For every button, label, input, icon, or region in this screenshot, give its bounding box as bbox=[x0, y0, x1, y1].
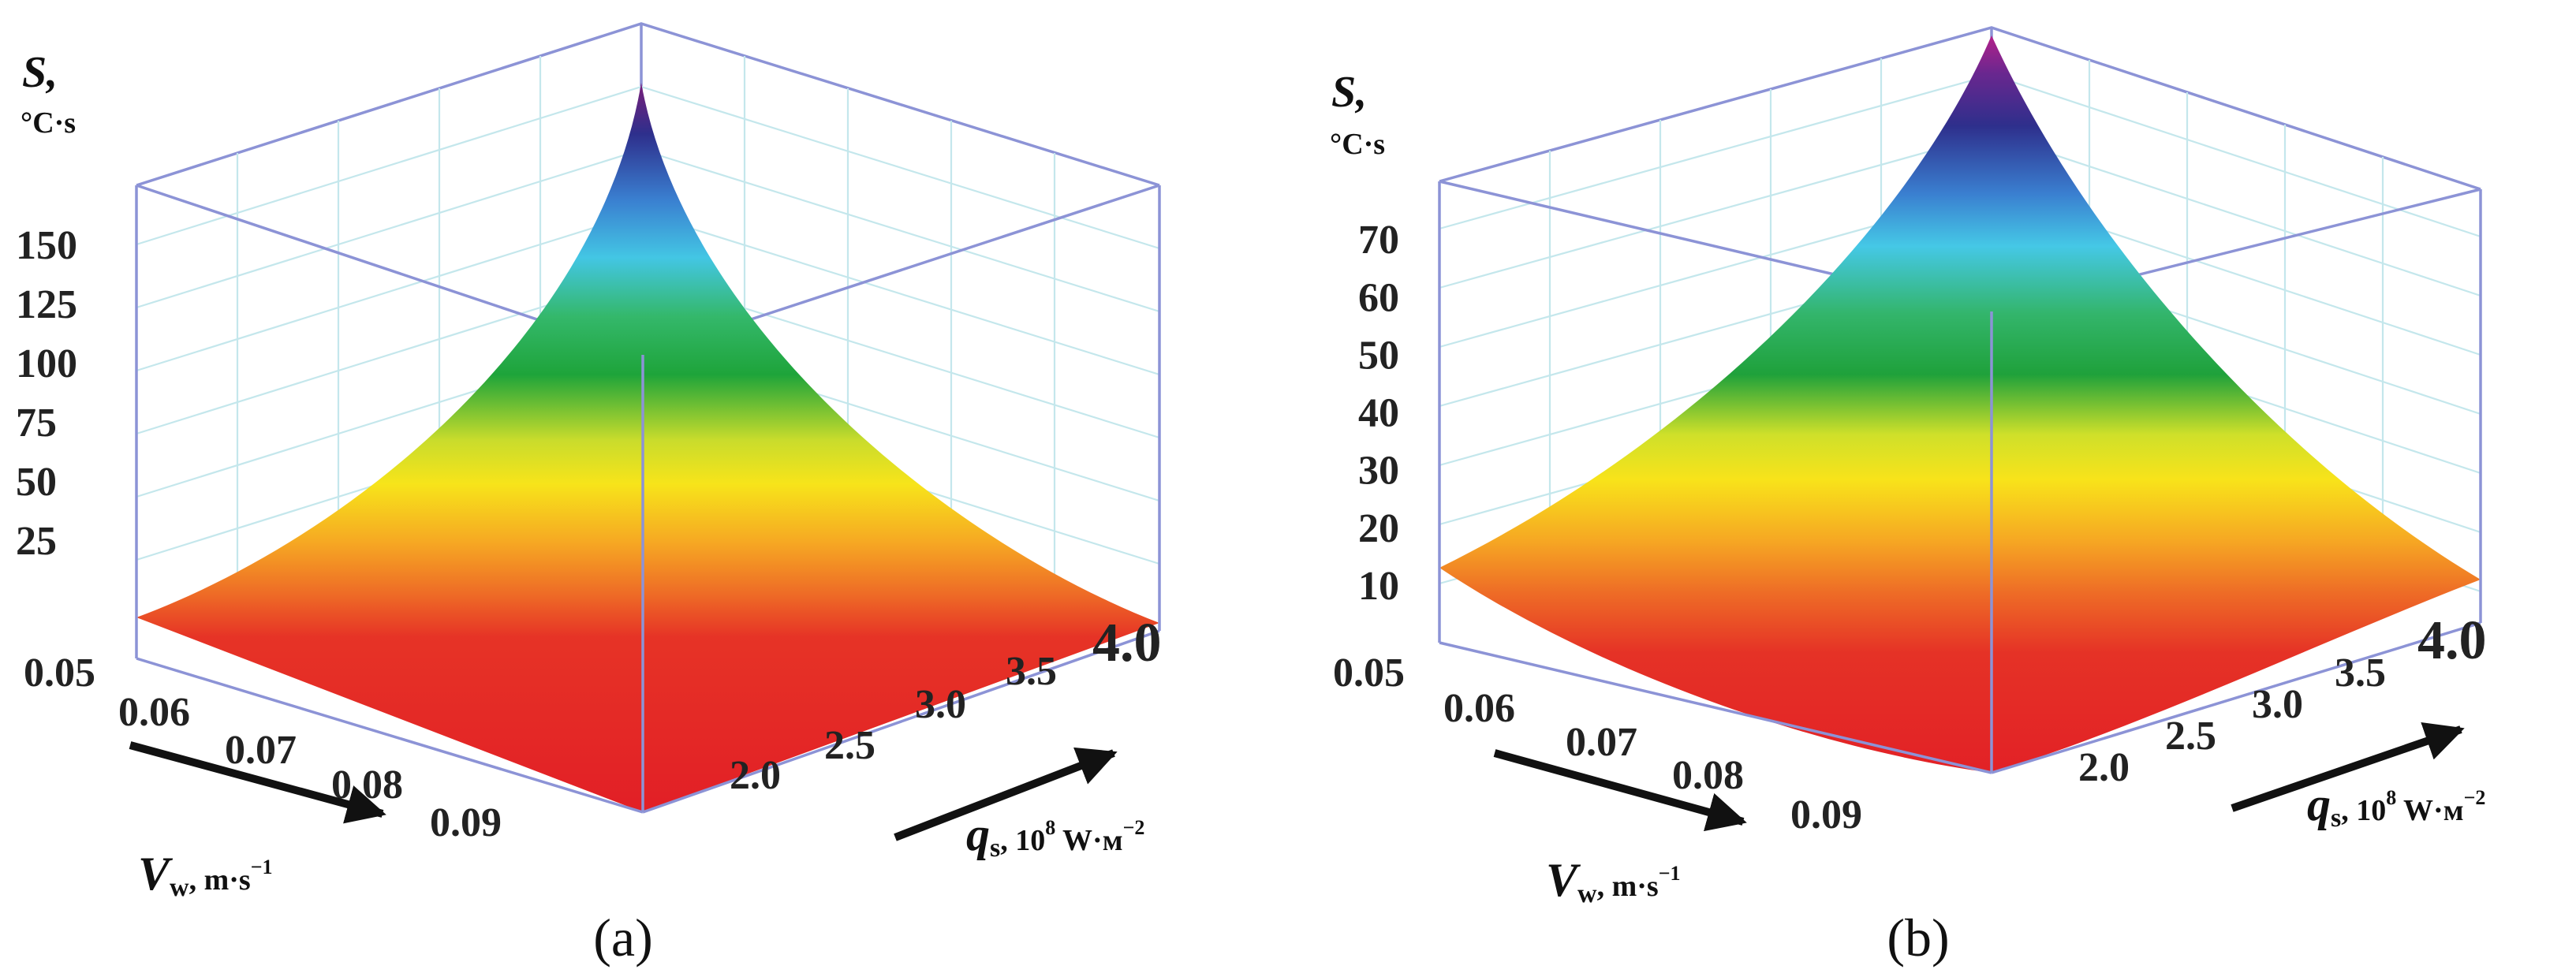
panel-b-caption: (b) bbox=[1887, 908, 1949, 968]
panel-a-qs-tick: 3.0 bbox=[915, 682, 966, 727]
panel-b-z-tick: 10 bbox=[1358, 564, 1399, 609]
panel-a-qs-tick: 3.5 bbox=[1006, 649, 1057, 694]
panel-b-qs-ticks: 2.0 2.5 3.0 3.5 4.0 bbox=[2078, 610, 2487, 790]
panel-a-qs-tick: 2.5 bbox=[824, 723, 875, 768]
panel-b-z-tick: 70 bbox=[1358, 218, 1399, 263]
panel-a-vw-tick: 0.07 bbox=[225, 728, 297, 773]
panel-b-z-ticks: 70 60 50 40 30 20 10 bbox=[1358, 218, 1399, 609]
panel-a-vw-arrow bbox=[129, 741, 386, 824]
panel-a-zunit: °C·s bbox=[21, 106, 76, 140]
panel-a-qs-label: qs, 108 W·м−2 bbox=[966, 808, 1144, 863]
panel-a-surface bbox=[136, 83, 1159, 812]
panel-a-z-tick: 75 bbox=[16, 401, 57, 446]
panel-b-qs-label: qs, 108 W·м−2 bbox=[2307, 778, 2485, 833]
panel-a-front-frame bbox=[135, 185, 1161, 814]
panel-b-vw-tick: 0.09 bbox=[1790, 792, 1862, 837]
panel-b-vw-label: Vw, m·s−1 bbox=[1546, 854, 1681, 908]
panel-b-qs-tick: 2.0 bbox=[2078, 745, 2130, 790]
panel-a-z-tick: 150 bbox=[16, 223, 77, 268]
panel-b-z-tick: 40 bbox=[1358, 391, 1399, 436]
panel-b-qs-tick: 3.5 bbox=[2335, 651, 2386, 695]
panel-a-z-tick: 50 bbox=[16, 460, 57, 505]
panel-b-z-axis: S, °C·s 70 60 50 40 30 20 10 bbox=[1330, 68, 1399, 609]
panel-a-z-axis: S, °C·s 150 125 100 75 50 25 bbox=[16, 48, 77, 564]
panel-b-qs-tick: 3.0 bbox=[2252, 682, 2303, 727]
panel-a-z-tick: 25 bbox=[16, 519, 57, 564]
panel-b-qs-tick: 2.5 bbox=[2165, 714, 2216, 759]
panel-a-vw-tick: 0.09 bbox=[430, 800, 502, 845]
panel-b-qs-arrow bbox=[2231, 722, 2465, 812]
panel-b-z-tick: 50 bbox=[1358, 333, 1399, 378]
panel-a-z-tick: 125 bbox=[16, 282, 77, 327]
panel-b-qs-tick: 4.0 bbox=[2417, 610, 2487, 671]
panel-a-qs-axis: 2.0 2.5 3.0 3.5 4.0 qs, 108 W·м−2 bbox=[730, 613, 1162, 863]
panel-b-z-tick: 30 bbox=[1358, 449, 1399, 494]
panel-b-vw-tick: 0.06 bbox=[1443, 686, 1515, 731]
panel-b-vw-tick: 0.07 bbox=[1566, 720, 1637, 765]
panel-a-vw-label: Vw, m·s−1 bbox=[138, 848, 273, 902]
panel-b-zlabel: S, bbox=[1331, 68, 1367, 117]
panel-b-vw-ticks: 0.05 0.06 0.07 0.08 0.09 bbox=[1333, 651, 1862, 837]
panel-a-qs-ticks: 2.0 2.5 3.0 3.5 4.0 bbox=[730, 613, 1162, 798]
panel-a-vw-tick: 0.05 bbox=[24, 651, 95, 695]
panel-a-vw-tick: 0.06 bbox=[118, 690, 190, 735]
panel-b-vw-tick: 0.05 bbox=[1333, 651, 1405, 695]
panel-a-z-tick: 100 bbox=[16, 341, 77, 386]
panel-b-vw-arrow bbox=[1493, 749, 1747, 832]
panel-a-caption: (a) bbox=[593, 908, 652, 968]
panel-b-z-tick: 20 bbox=[1358, 506, 1399, 551]
panel-a-qs-arrow bbox=[894, 747, 1118, 841]
panel-a-qs-tick: 2.0 bbox=[730, 753, 781, 798]
panel-b-surface bbox=[1439, 35, 2481, 773]
panel-b-zunit: °C·s bbox=[1330, 128, 1385, 161]
panel-a-z-ticks: 150 125 100 75 50 25 bbox=[16, 223, 77, 564]
panel-b-vw-axis: 0.05 0.06 0.07 0.08 0.09 Vw, m·s−1 bbox=[1333, 651, 1862, 908]
panel-a-qs-tick: 4.0 bbox=[1092, 613, 1162, 673]
panel-a-vw-axis: 0.050.060.070.080.09 Vw, m·s−1 bbox=[24, 651, 502, 902]
panel-b-vw-tick: 0.08 bbox=[1672, 753, 1744, 798]
panel-a-zlabel: S, bbox=[22, 48, 58, 97]
panel-b-front-frame bbox=[1438, 181, 2482, 774]
panel-b-z-tick: 60 bbox=[1358, 275, 1399, 320]
panel-b-qs-axis: 2.0 2.5 3.0 3.5 4.0 qs, 108 W·м−2 bbox=[2078, 610, 2487, 833]
